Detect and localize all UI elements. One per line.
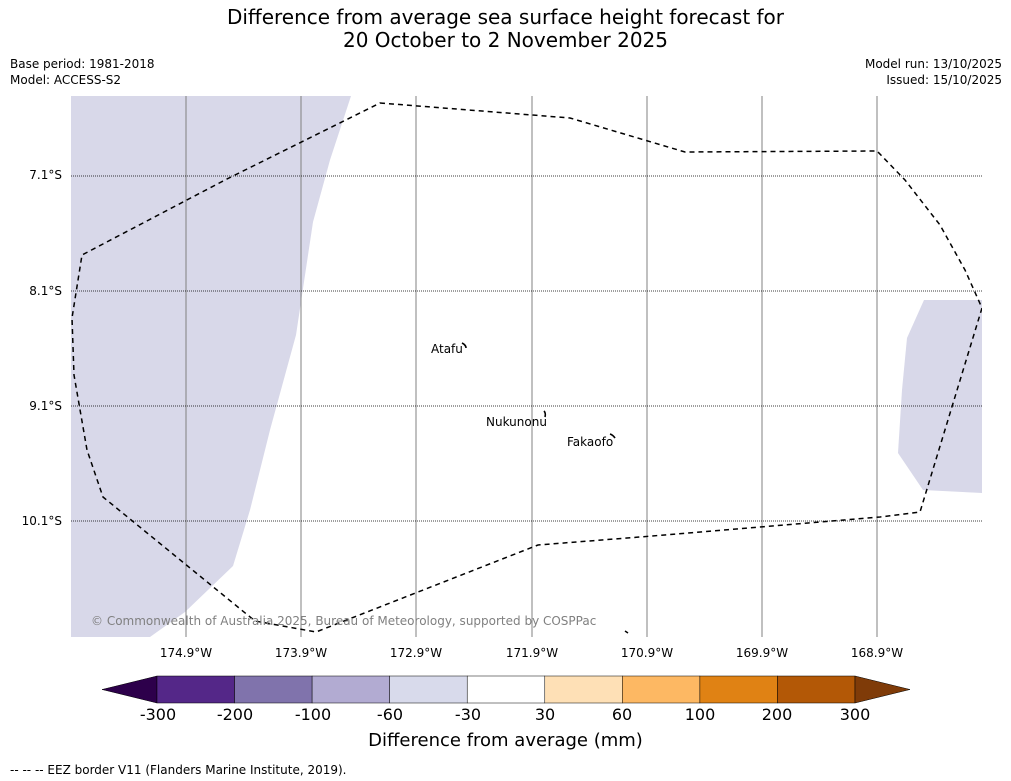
colorbar-segment <box>156 675 235 704</box>
colorbar-segment <box>622 675 701 704</box>
colorbar-segment <box>544 675 623 704</box>
colorbar-tick-label: 200 <box>761 705 793 724</box>
colorbar-tick-label: 60 <box>611 705 633 724</box>
model-name: Model: ACCESS-S2 <box>10 73 122 87</box>
copyright-notice: © Commonwealth of Australia 2025, Bureau… <box>91 614 597 628</box>
colorbar-extend-min <box>101 675 158 704</box>
swains-island-mark <box>624 630 629 634</box>
colorbar-segment <box>699 675 778 704</box>
lon-label-170-9w: 170.9°W <box>620 646 674 660</box>
colorbar <box>101 675 911 704</box>
lon-label-174-9w: 174.9°W <box>159 646 213 660</box>
place-label-atafu: Atafu <box>431 342 463 356</box>
colorbar-tick-label: -200 <box>216 705 254 724</box>
fakaofo-island <box>609 433 616 439</box>
meridian-lines <box>185 96 878 637</box>
anomaly-region-west <box>71 96 351 637</box>
lat-label-8-1s: 8.1°S <box>29 284 62 298</box>
lat-label-10-1s: 10.1°S <box>21 514 62 528</box>
colorbar-segment <box>311 675 390 704</box>
eez-legend: -- -- -- EEZ border V11 (Flanders Marine… <box>10 763 347 777</box>
colorbar-label: Difference from average (mm) <box>368 730 643 751</box>
colorbar-tick-label: -30 <box>454 705 482 724</box>
lon-label-171-9w: 171.9°W <box>505 646 559 660</box>
atafu-island <box>461 342 467 349</box>
lon-label-172-9w: 172.9°W <box>389 646 443 660</box>
colorbar-segment <box>466 675 546 704</box>
lon-label-169-9w: 169.9°W <box>735 646 789 660</box>
colorbar-tick-label: -60 <box>376 705 404 724</box>
colorbar-tick-label: 30 <box>534 705 556 724</box>
map-title-line2: 20 October to 2 November 2025 <box>342 28 669 52</box>
issued-date: Issued: 15/10/2025 <box>886 73 1002 87</box>
anomaly-region-east <box>898 300 982 493</box>
colorbar-extend-max <box>854 675 911 704</box>
colorbar-segment <box>777 675 856 704</box>
lat-label-7-1s: 7.1°S <box>29 168 62 182</box>
model-run: Model run: 13/10/2025 <box>864 57 1002 71</box>
place-label-fakaofo: Fakaofo <box>567 435 614 449</box>
base-period: Base period: 1981-2018 <box>10 57 155 71</box>
colorbar-segment <box>234 675 313 704</box>
place-label-nukunonu: Nukunonu <box>486 415 547 429</box>
colorbar-tick-label: -100 <box>294 705 332 724</box>
eez-border <box>71 102 982 633</box>
colorbar-tick-label: -300 <box>139 705 177 724</box>
lon-label-168-9w: 168.9°W <box>850 646 904 660</box>
lon-label-173-9w: 173.9°W <box>274 646 328 660</box>
map-title-line1: Difference from average sea surface heig… <box>226 5 785 29</box>
colorbar-segment <box>389 675 468 704</box>
nukunonu-island <box>543 410 547 418</box>
colorbar-tick-label: 100 <box>684 705 716 724</box>
lat-label-9-1s: 9.1°S <box>29 399 62 413</box>
colorbar-tick-label: 300 <box>839 705 871 724</box>
